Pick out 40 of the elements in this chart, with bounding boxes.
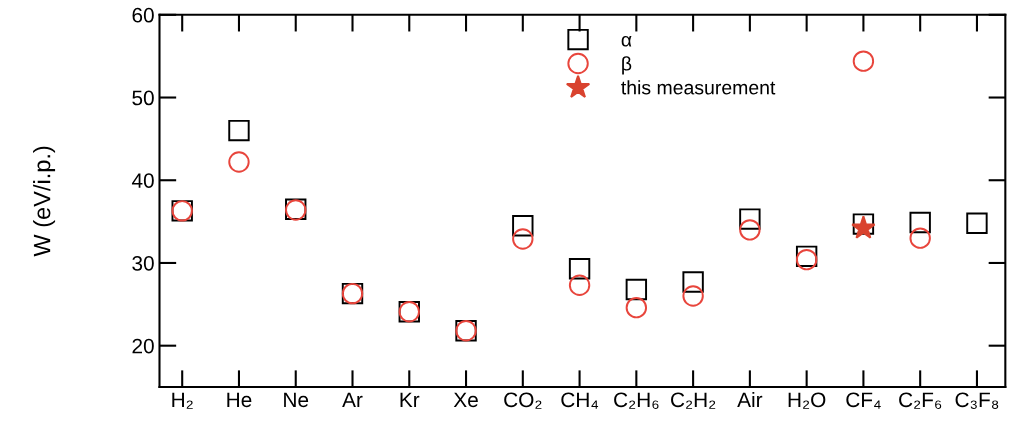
legend-label: this measurement bbox=[621, 80, 776, 95]
x-tick-label: CF₄ bbox=[846, 392, 881, 409]
point bbox=[512, 215, 534, 237]
y-tick-label: 50 bbox=[132, 90, 154, 106]
point bbox=[909, 211, 931, 234]
y-tick-label: 40 bbox=[131, 173, 154, 188]
x-tick-label: He bbox=[227, 392, 252, 408]
point bbox=[909, 227, 931, 249]
x-tick-label: Ne bbox=[284, 392, 309, 408]
point bbox=[568, 274, 591, 296]
y-tick-label: 60 bbox=[132, 7, 154, 23]
x-tick-label: Ar bbox=[342, 392, 363, 407]
x-tick-label: CH₄ bbox=[561, 392, 599, 409]
x-tick-label: C₂H₆ bbox=[614, 392, 659, 409]
x-tick-label: CO₂ bbox=[504, 392, 542, 409]
point bbox=[739, 208, 761, 230]
point bbox=[682, 285, 704, 307]
x-tick-label: C₃F₈ bbox=[955, 392, 999, 409]
x-tick-label: H₂ bbox=[172, 392, 193, 409]
x-tick-label: Kr bbox=[400, 392, 420, 407]
point bbox=[852, 50, 875, 72]
point bbox=[625, 278, 648, 301]
x-tick-label: Xe bbox=[453, 392, 478, 408]
y-tick-label: 20 bbox=[132, 338, 154, 354]
x-tick-label: C₂F₆ bbox=[899, 392, 942, 409]
point bbox=[966, 212, 988, 234]
x-tick-label: C₂H₂ bbox=[671, 392, 716, 409]
point bbox=[228, 119, 250, 142]
point bbox=[512, 228, 534, 250]
point bbox=[228, 151, 250, 173]
point bbox=[568, 258, 591, 280]
y-axis-title: W (eV/i.p.) bbox=[33, 146, 56, 257]
y-tick-label: 30 bbox=[132, 255, 154, 271]
x-tick-label: H₂O bbox=[788, 392, 826, 409]
point bbox=[739, 219, 761, 241]
point bbox=[682, 271, 704, 293]
point bbox=[625, 296, 648, 319]
legend-label: β bbox=[622, 56, 632, 75]
legend-label: α bbox=[621, 35, 632, 47]
x-tick-label: Air bbox=[737, 391, 763, 407]
